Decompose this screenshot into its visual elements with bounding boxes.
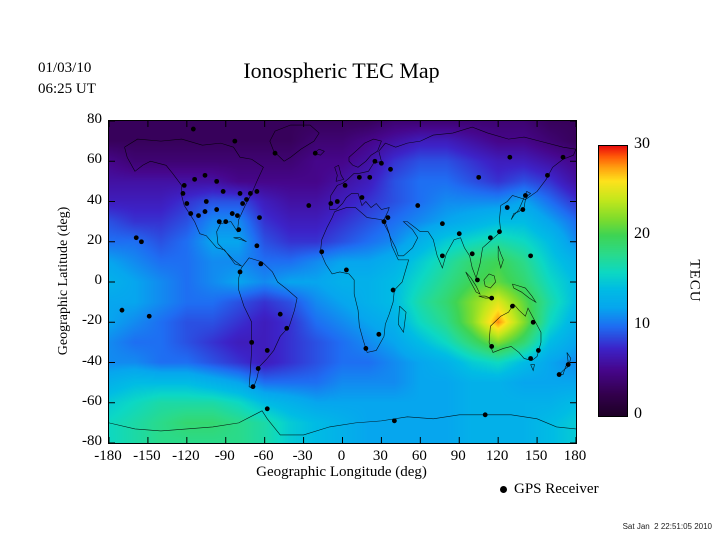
page-title: Ionospheric TEC Map bbox=[243, 58, 440, 83]
x-tick-label: 0 bbox=[337, 448, 346, 464]
y-tick-label: 40 bbox=[87, 191, 102, 208]
x-tick-label: 120 bbox=[485, 448, 509, 464]
observation-time: 06:25 UT bbox=[38, 81, 96, 97]
tec-heatmap-canvas bbox=[109, 121, 576, 443]
legend-label: GPS Receiver bbox=[514, 481, 599, 497]
y-tick-label: 80 bbox=[87, 111, 102, 127]
gps-receiver-dot-icon bbox=[500, 486, 507, 493]
x-tick-label: -30 bbox=[292, 448, 313, 464]
y-tick-label: -80 bbox=[82, 433, 102, 449]
observation-date: 01/03/10 bbox=[38, 60, 92, 76]
y-tick-label: -60 bbox=[82, 392, 102, 409]
x-tick-label: -90 bbox=[214, 448, 235, 464]
x-tick-label: -180 bbox=[94, 448, 122, 464]
y-tick-label: -40 bbox=[82, 352, 102, 369]
colorbar-unit-label: TECU bbox=[686, 259, 703, 303]
x-tick-label: -120 bbox=[172, 448, 200, 464]
observation-datetime: 01/03/10 06:25 UT bbox=[38, 58, 96, 100]
x-tick-label: -60 bbox=[253, 448, 274, 464]
colorbar-tick-label: 30 bbox=[634, 135, 650, 152]
colorbar-tick-label: 10 bbox=[634, 315, 650, 332]
y-tick-label: 0 bbox=[94, 272, 103, 288]
y-tick-label: 20 bbox=[87, 231, 102, 248]
creation-timestamp: Sat Jan 2 22:51:05 2010 bbox=[622, 522, 712, 531]
x-tick-label: 150 bbox=[524, 448, 548, 464]
x-tick-label: 30 bbox=[372, 448, 388, 464]
colorbar bbox=[598, 145, 628, 417]
y-tick-label: 60 bbox=[87, 151, 102, 168]
x-tick-label: 60 bbox=[411, 448, 427, 464]
colorbar-tick-label: 0 bbox=[634, 405, 642, 422]
x-tick-label: 90 bbox=[450, 448, 466, 464]
x-axis-label: Geographic Longitude (deg) bbox=[256, 464, 427, 480]
colorbar-gradient-canvas bbox=[599, 146, 627, 416]
colorbar-tick-label: 20 bbox=[634, 225, 650, 242]
legend: GPS Receiver bbox=[500, 481, 599, 498]
x-tick-label: 180 bbox=[563, 448, 587, 464]
x-tick-label: -150 bbox=[133, 448, 161, 464]
y-tick-label: -20 bbox=[82, 312, 102, 329]
map-plot bbox=[108, 120, 577, 444]
